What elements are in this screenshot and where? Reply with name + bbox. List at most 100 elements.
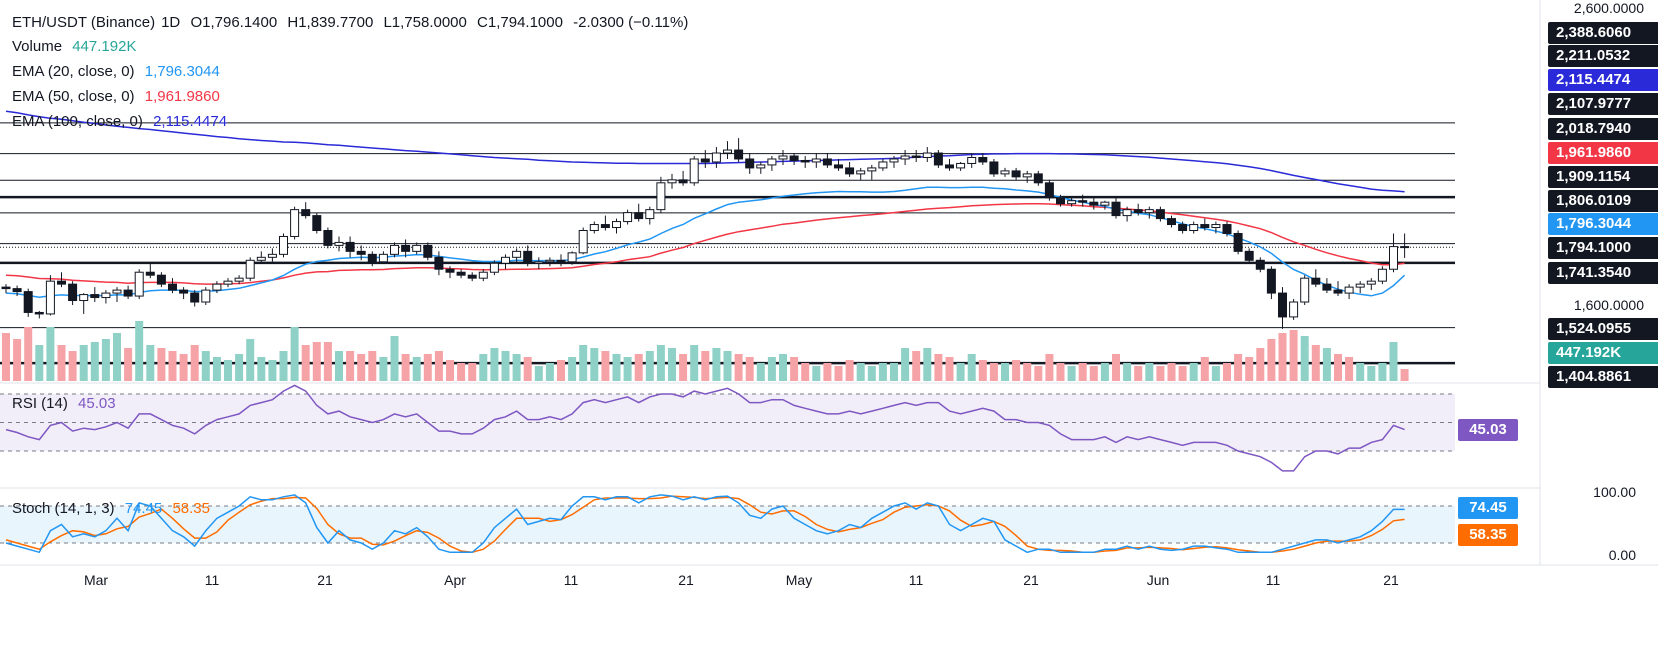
volume-bar (157, 348, 166, 381)
volume-bar (612, 354, 621, 381)
volume-bar (557, 360, 565, 381)
candle-body (1244, 250, 1254, 261)
volume-bar (113, 333, 121, 381)
candle-body (600, 224, 610, 229)
candle-body (656, 182, 666, 211)
candle (279, 233, 288, 258)
date-tick: 11 (1265, 572, 1281, 588)
candle-body (1089, 201, 1099, 206)
candle (1344, 284, 1354, 300)
volume-bar (534, 366, 543, 381)
candle-body (734, 149, 744, 160)
candle (179, 287, 189, 300)
close-value: C1,794.1000 (477, 14, 563, 31)
volume-bar (90, 342, 99, 381)
stoch-d-value: 58.35 (172, 500, 210, 517)
candle-body (23, 291, 33, 313)
candle-body (1100, 201, 1110, 206)
volume-bar (834, 366, 843, 381)
candle (356, 245, 366, 261)
candle-body (1311, 277, 1321, 285)
date-tick: Apr (444, 572, 466, 588)
candle-body (301, 209, 311, 217)
volume-bar (523, 357, 532, 381)
candle (689, 156, 699, 186)
volume-bar (1223, 363, 1231, 381)
candle-body (145, 271, 155, 276)
volume-bar (1045, 354, 1054, 381)
candle (1278, 287, 1287, 329)
symbol-legend[interactable]: ETH/USDT (Binance) 1D O1,796.1400 H1,839.… (12, 14, 694, 31)
candle-body (57, 280, 66, 285)
candle-body (834, 164, 843, 169)
candle-body (767, 158, 777, 166)
date-tick: 21 (1383, 572, 1399, 588)
candle-body (1200, 224, 1210, 229)
candle-body (101, 292, 111, 299)
candle (867, 164, 877, 180)
change-value: -2.0300 (−0.11%) (573, 14, 689, 31)
date-tick: Jun (1146, 572, 1170, 588)
candle (378, 251, 388, 264)
candle-body (90, 294, 100, 299)
volume-bar (856, 363, 865, 381)
volume-bar (1123, 363, 1132, 381)
candle (190, 290, 200, 307)
candle-body (123, 289, 133, 297)
candle (878, 158, 888, 171)
candle (23, 288, 33, 317)
price-axis-label: 1,796.3044 (1548, 213, 1658, 235)
rsi-legend[interactable]: RSI (14) 45.03 (12, 395, 122, 412)
ema100-value: 2,115.4474 (153, 113, 228, 130)
candle (79, 293, 89, 314)
volume-bar (268, 360, 277, 381)
ema20-legend[interactable]: EMA (20, close, 0) 1,796.3044 (12, 63, 226, 80)
candle-body (1344, 286, 1354, 294)
candle-body (456, 271, 466, 276)
candle (567, 251, 577, 265)
volume-bar (57, 345, 66, 381)
candle-body (822, 158, 832, 166)
candle-body (1056, 197, 1065, 205)
candle-body (401, 244, 411, 252)
volume-bar (579, 345, 588, 381)
volume-bar (1278, 333, 1287, 381)
candle-body (1144, 209, 1154, 214)
ema50-legend[interactable]: EMA (50, close, 0) 1,961.9860 (12, 88, 226, 105)
candle-body (623, 212, 633, 223)
candle (1233, 230, 1243, 255)
candle-body (45, 280, 55, 315)
open-value: O1,796.1400 (190, 14, 278, 31)
volume-bar (923, 348, 932, 381)
volume-legend[interactable]: Volume 447.192K (12, 38, 142, 55)
candle (256, 251, 266, 264)
ema100-legend[interactable]: EMA (100, close, 0) 2,115.4474 (12, 113, 233, 130)
candle (267, 248, 277, 262)
candle (589, 221, 599, 234)
volume-bar (501, 351, 510, 381)
candle-body (1111, 201, 1121, 217)
candle-body (34, 311, 44, 315)
candle (1011, 167, 1021, 180)
candle-body (356, 250, 366, 255)
volume-bar (878, 363, 887, 381)
candle (1333, 281, 1343, 297)
candle-body (1222, 224, 1232, 234)
volume-bars (2, 321, 1409, 381)
stoch-band (0, 506, 1455, 543)
volume-bar (1056, 363, 1065, 381)
volume-bar (823, 363, 832, 381)
candle (312, 212, 322, 234)
candle-body (1033, 173, 1043, 184)
stoch-legend[interactable]: Stoch (14, 1, 3) 74.45 58.35 (12, 500, 216, 517)
candle (845, 161, 855, 177)
volume-bar (1234, 354, 1243, 381)
candle-body (978, 156, 988, 163)
candle (523, 245, 533, 267)
candle-body (1366, 280, 1376, 285)
candle-body (789, 155, 799, 161)
volume-bar (1311, 345, 1320, 381)
candle (600, 215, 610, 231)
candle (1067, 197, 1077, 207)
